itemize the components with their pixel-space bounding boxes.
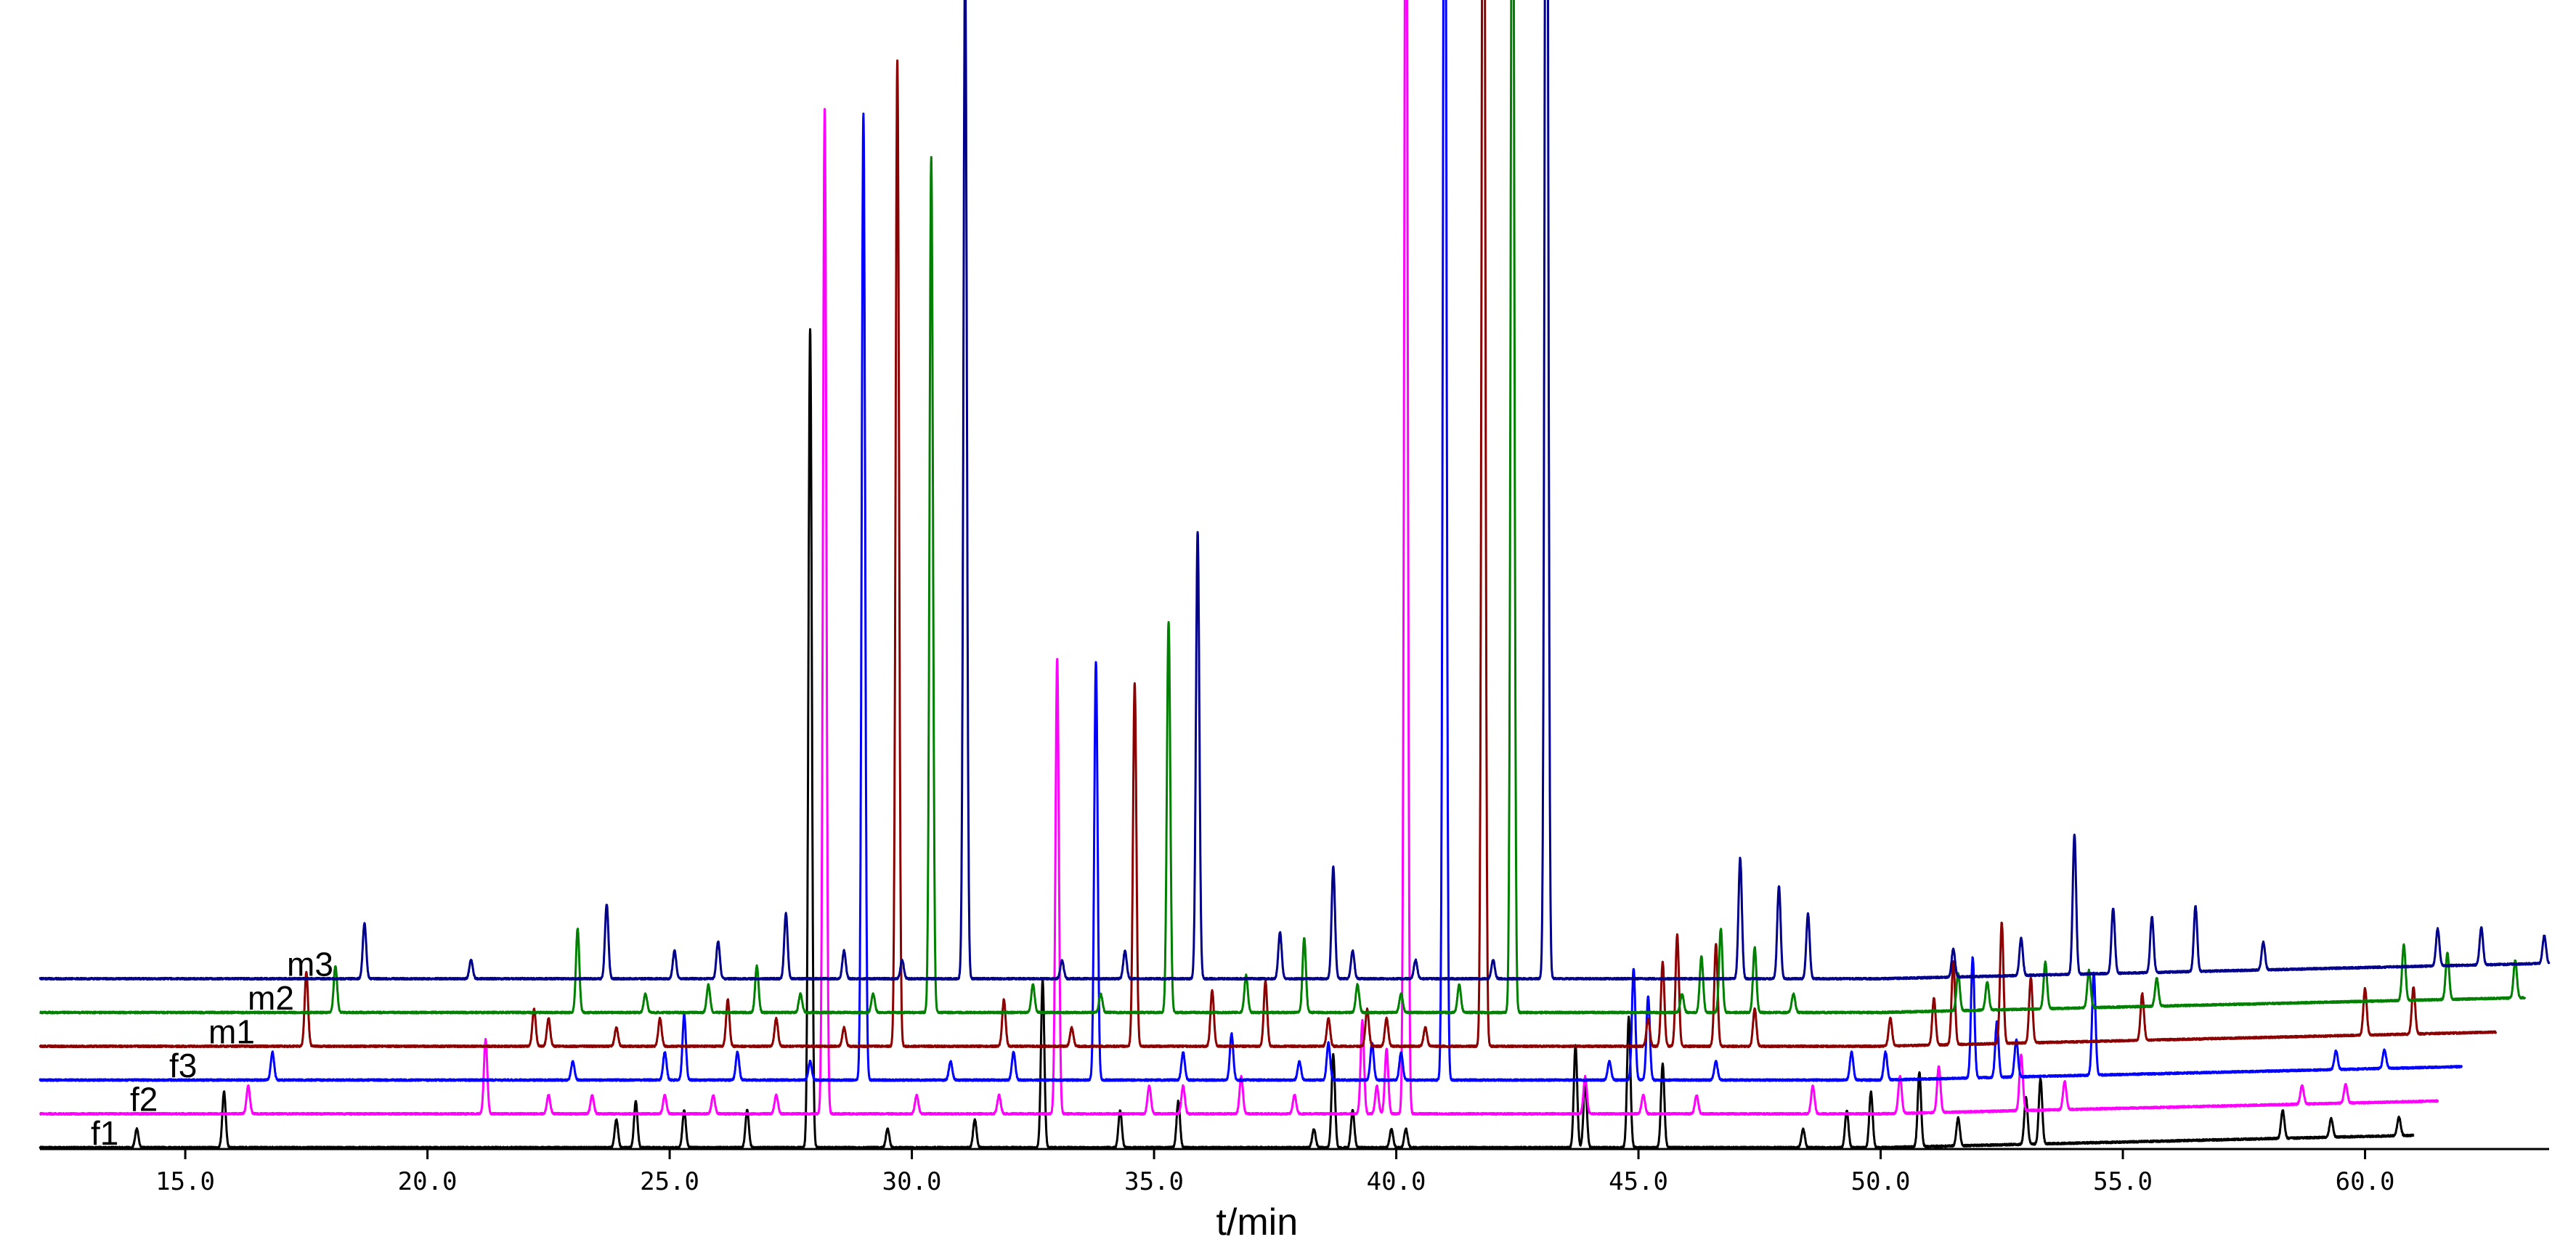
series-line-m3 <box>38 0 2551 981</box>
x-axis: 15.0 20.0 25.0 30.0 35.0 40.0 45.0 50.0 55.0 60.0… <box>40 1148 2549 1243</box>
x-tick-label: 40.0 <box>1367 1167 1426 1196</box>
x-tick-label: 15.0 <box>155 1167 215 1196</box>
series-label-f1: f1 <box>91 1114 118 1152</box>
series-line-f3 <box>38 0 2463 1082</box>
x-tick-label: 30.0 <box>882 1167 942 1196</box>
x-tick-label: 60.0 <box>2336 1167 2395 1196</box>
series-label-f3: f3 <box>169 1047 197 1084</box>
series-label-f2: f2 <box>130 1081 158 1119</box>
series-label-m2: m2 <box>248 979 294 1017</box>
x-tick-label: 35.0 <box>1124 1167 1184 1196</box>
series-line-m2 <box>38 0 2527 1015</box>
x-tick-label: 45.0 <box>1609 1167 1668 1196</box>
series-traces <box>38 0 2551 1150</box>
series-line-f2 <box>38 0 2439 1116</box>
series-line-f1 <box>38 328 2415 1150</box>
series-label-m1: m1 <box>208 1013 255 1051</box>
x-ticks: 15.0 20.0 25.0 30.0 35.0 40.0 45.0 50.0 55.0 60.0 <box>155 1149 2394 1196</box>
x-axis-title: t/min <box>1216 1201 1298 1243</box>
x-tick-label: 55.0 <box>2093 1167 2153 1196</box>
series-line-m1 <box>38 0 2498 1049</box>
x-tick-label: 50.0 <box>1851 1167 1911 1196</box>
series-label-m3: m3 <box>287 946 333 983</box>
x-tick-label: 25.0 <box>640 1167 699 1196</box>
x-tick-label: 20.0 <box>398 1167 458 1196</box>
